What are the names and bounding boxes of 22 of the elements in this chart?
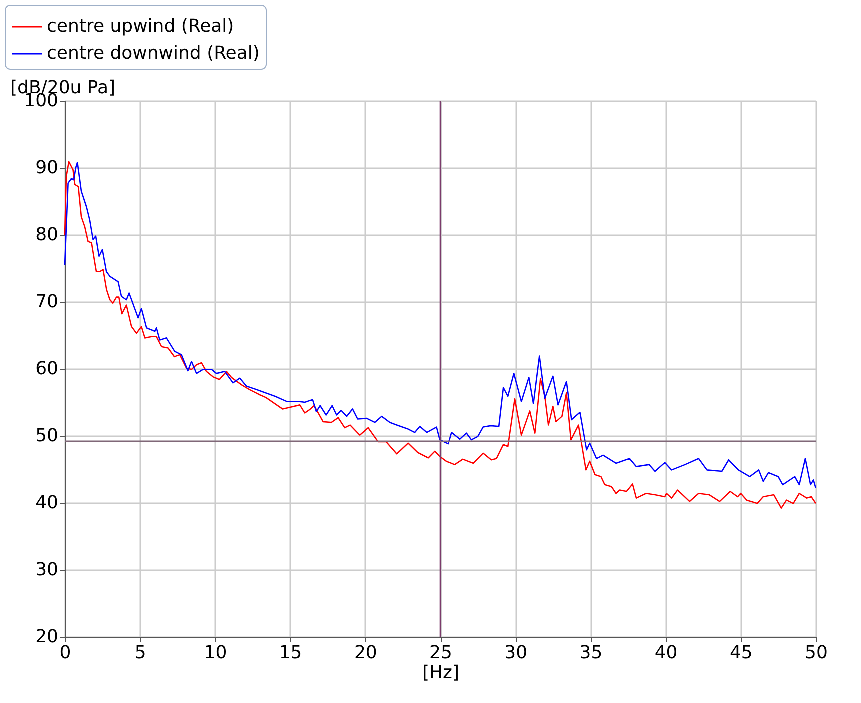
x-tick-label: 30 (504, 642, 528, 664)
x-tick-label: 45 (730, 642, 753, 664)
y-tick-label: 20 (36, 626, 58, 648)
legend-label: centre downwind (Real) (47, 43, 260, 64)
x-tick-label: 35 (580, 642, 603, 664)
x-tick-label: 25 (430, 642, 452, 664)
y-tick-label: 80 (36, 224, 58, 246)
x-tick-label: 50 (805, 642, 828, 664)
y-tick-label: 40 (36, 492, 58, 514)
x-tick-label: 10 (204, 642, 228, 664)
x-tick-label: 20 (354, 642, 378, 664)
x-tick-label: 40 (654, 642, 678, 664)
x-tick-label: 15 (279, 642, 302, 664)
y-tick-label: 60 (36, 358, 58, 380)
x-tick-label: 0 (60, 642, 72, 664)
y-tick-label: 90 (36, 158, 58, 178)
legend-label: centre upwind (Real) (47, 16, 234, 37)
y-tick-label: 50 (36, 426, 58, 446)
x-axis-title: [Hz] (422, 662, 460, 684)
y-tick-label: 30 (36, 560, 58, 580)
x-tick-label: 5 (134, 642, 146, 664)
y-tick-label: 70 (36, 292, 58, 312)
